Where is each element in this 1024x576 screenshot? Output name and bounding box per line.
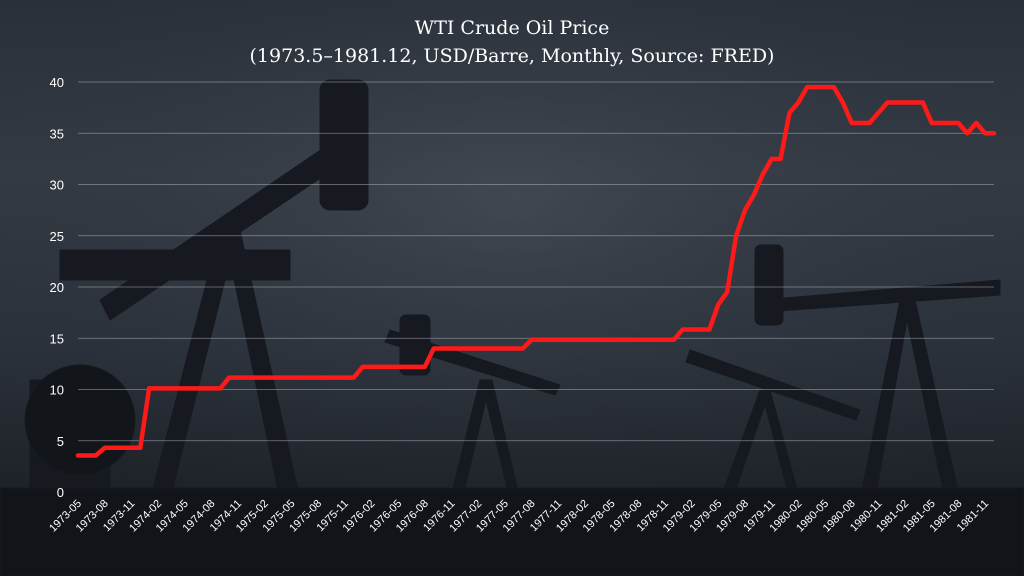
- y-tick-label: 35: [50, 126, 64, 141]
- y-tick-label: 15: [50, 331, 64, 346]
- y-tick-label: 5: [57, 434, 64, 449]
- gridlines: [78, 81, 994, 442]
- series-line: [75, 84, 997, 458]
- y-tick-label: 40: [50, 75, 64, 90]
- y-tick-label: 20: [50, 280, 64, 295]
- y-axis-ticks: 0 5 10 15 20 25 30 35 40: [50, 75, 64, 500]
- y-tick-label: 30: [50, 178, 64, 193]
- y-tick-label: 0: [57, 485, 64, 500]
- chart-subtitle: (1973.5–1981.12, USD/Barre, Monthly, Sou…: [250, 45, 775, 67]
- y-tick-label: 10: [50, 383, 64, 398]
- x-axis-ticks: 1973-051973-081973-111974-021974-051974-…: [47, 498, 991, 535]
- chart-title: WTI Crude Oil Price: [415, 17, 610, 39]
- y-tick-label: 25: [50, 229, 64, 244]
